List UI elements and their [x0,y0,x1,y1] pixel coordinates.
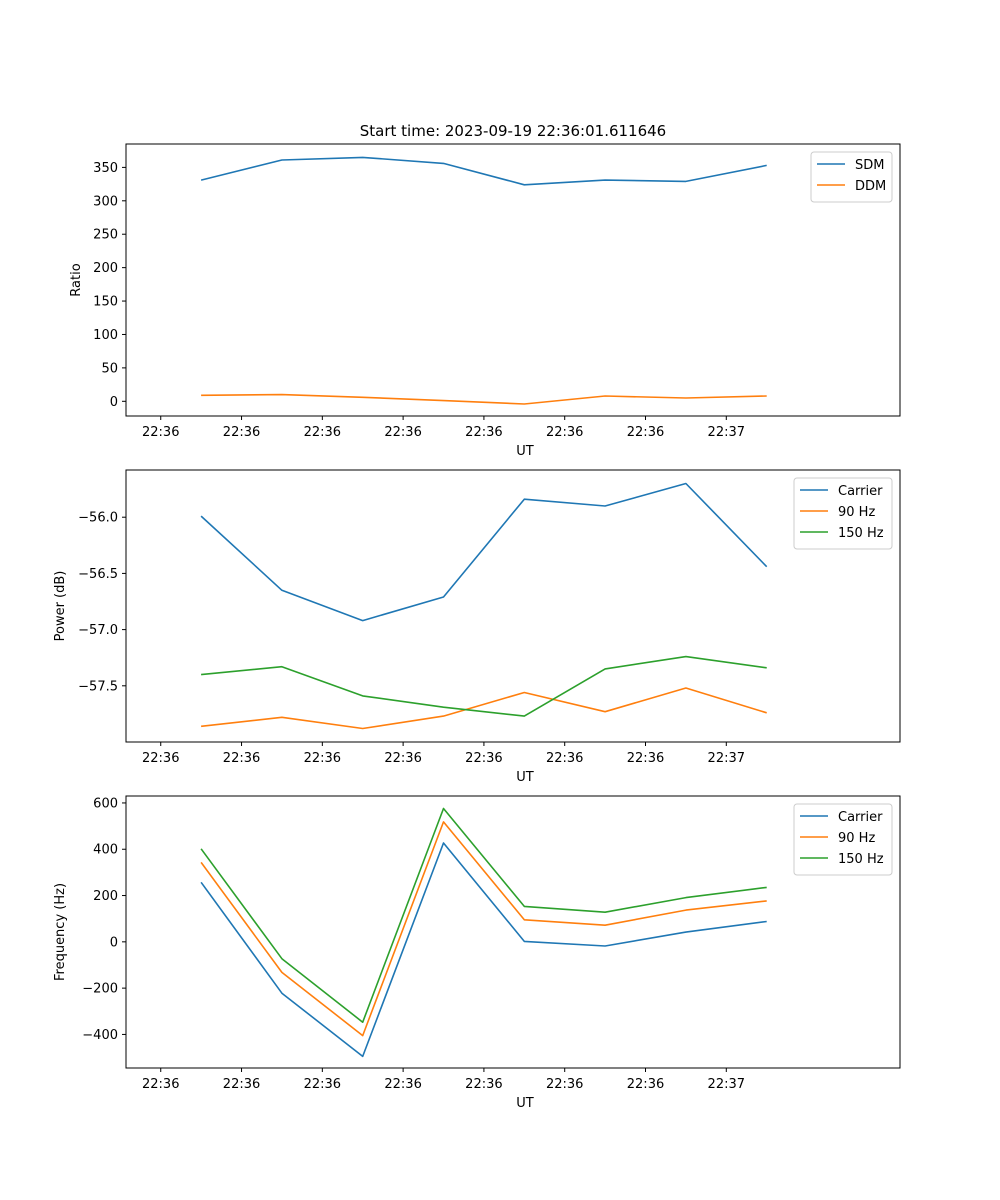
power-x-tick-label: 22:36 [465,751,502,766]
ratio-legend-label-sdm: SDM [855,158,884,173]
frequency-axes-frame [125,795,901,1069]
ratio-series-sdm-line [200,156,767,186]
ratio-panel: 22:36 22:36 22:36 22:36 22:36 22:36 22:36 22:37… [69,143,901,459]
frequency-y-tick-label: −200 [82,982,118,997]
ratio-legend: SDM DDM [810,151,893,203]
figure-title: Start time: 2023-09-19 22:36:01.611646 [360,122,666,140]
power-x-tick-label: 22:37 [708,751,745,766]
ratio-y-tick-label: 100 [93,328,118,343]
power-x-tick-label: 22:36 [546,751,583,766]
ratio-y-tick-label: 50 [101,361,118,376]
frequency-x-tick-label: 22:36 [142,1077,179,1092]
ratio-y-tick-label: 300 [93,194,118,209]
ratio-x-tick-label: 22:36 [546,425,583,440]
frequency-series-90-hz-line [200,821,767,1037]
frequency-y-tick-label: 600 [93,796,118,811]
ratio-y-axis-label: Ratio [69,263,84,296]
frequency-series-carrier-line [200,842,767,1058]
frequency-y-tick-label: 400 [93,843,118,858]
power-axes-frame [125,469,901,743]
frequency-x-tick-label: 22:36 [546,1077,583,1092]
power-legend-label-150-hz: 150 Hz [838,526,884,541]
power-y-tick-label: −56.0 [78,511,118,526]
power-y-tick-label: −57.5 [78,679,118,694]
power-legend-label-90-hz: 90 Hz [838,505,875,520]
frequency-x-tick-label: 22:36 [465,1077,502,1092]
ratio-y-tick-label: 250 [93,228,118,243]
frequency-series-150-hz-line [200,807,767,1023]
frequency-legend: Carrier 90 Hz 150 Hz [793,803,893,876]
power-series-carrier-line [200,482,768,622]
ratio-legend-label-ddm: DDM [855,179,886,194]
power-y-tick-label: −57.0 [78,623,118,638]
power-y-tick-label: −56.5 [78,567,118,582]
power-x-tick-label: 22:36 [384,751,421,766]
frequency-y-tick-label: −400 [82,1028,118,1043]
power-series-150-hz-line [201,655,767,717]
frequency-legend-label-carrier: Carrier [838,810,883,825]
ratio-y-tick-label: 200 [93,261,118,276]
ratio-y-tick-label: 350 [93,161,118,176]
frequency-x-tick-label: 22:36 [627,1077,664,1092]
ratio-y-tick-label: 150 [93,295,118,310]
frequency-legend-label-150-hz: 150 Hz [838,852,884,867]
power-x-tick-label: 22:36 [627,751,664,766]
ratio-x-tick-label: 22:36 [465,425,502,440]
frequency-x-tick-label: 22:37 [708,1077,745,1092]
frequency-x-axis-label: UT [516,1096,534,1111]
ratio-x-tick-label: 22:36 [384,425,421,440]
ratio-x-tick-label: 22:36 [142,425,179,440]
frequency-x-tick-label: 22:36 [304,1077,341,1092]
power-panel: 22:36 22:36 22:36 22:36 22:36 22:36 22:36 22:37… [53,469,901,785]
power-series-90-hz-line [201,687,767,730]
frequency-y-axis-label: Frequency (Hz) [53,883,68,981]
frequency-panel: 22:36 22:36 22:36 22:36 22:36 22:36 22:36 22:37… [53,795,901,1111]
ratio-x-axis-label: UT [516,444,534,459]
frequency-x-tick-label: 22:36 [223,1077,260,1092]
ratio-x-tick-label: 22:36 [627,425,664,440]
frequency-y-tick-label: 200 [93,889,118,904]
ratio-series-ddm-line [201,393,767,405]
power-x-tick-label: 22:36 [304,751,341,766]
ratio-axes-frame [125,143,901,417]
ratio-y-tick-label: 0 [110,395,118,410]
ratio-x-tick-label: 22:37 [708,425,745,440]
power-legend: Carrier 90 Hz 150 Hz [793,477,893,550]
power-x-axis-label: UT [516,770,534,785]
power-legend-label-carrier: Carrier [838,484,883,499]
power-x-tick-label: 22:36 [142,751,179,766]
frequency-x-tick-label: 22:36 [384,1077,421,1092]
power-x-tick-label: 22:36 [223,751,260,766]
ratio-x-tick-label: 22:36 [304,425,341,440]
frequency-y-tick-label: 0 [110,935,118,950]
ratio-x-tick-label: 22:36 [223,425,260,440]
frequency-legend-label-90-hz: 90 Hz [838,831,875,846]
power-y-axis-label: Power (dB) [53,571,68,642]
